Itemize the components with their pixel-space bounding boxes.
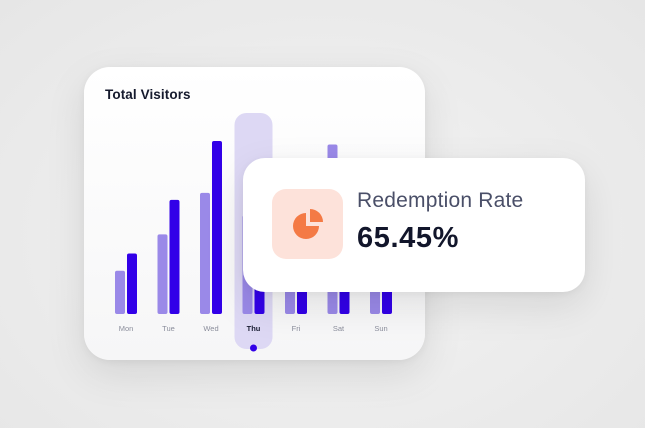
card-title: Total Visitors	[105, 87, 191, 102]
x-tick-label: Thu	[247, 324, 261, 333]
x-tick-label: Sun	[374, 324, 387, 333]
redemption-rate-card: Redemption Rate 65.45%	[243, 158, 585, 292]
selected-day-indicator[interactable]	[250, 344, 257, 352]
x-tick-label: Mon	[119, 324, 134, 333]
redemption-rate-value: 65.45%	[357, 222, 459, 254]
bar-mon-series-1	[115, 270, 125, 314]
redemption-rate-label: Redemption Rate	[357, 189, 524, 212]
bar-wed-series-1	[200, 192, 210, 314]
x-tick-label: Wed	[203, 324, 218, 333]
x-tick-label: Sat	[333, 324, 345, 333]
x-tick-label: Fri	[292, 324, 301, 333]
bar-wed-series-2	[212, 141, 222, 314]
bar-tue-series-2	[169, 199, 180, 314]
bar-tue-series-1	[157, 234, 168, 314]
x-tick-label: Tue	[162, 324, 175, 333]
bar-mon-series-2	[127, 253, 137, 314]
pie-chart-icon	[272, 189, 343, 259]
pie-chart-glyph	[292, 209, 323, 239]
